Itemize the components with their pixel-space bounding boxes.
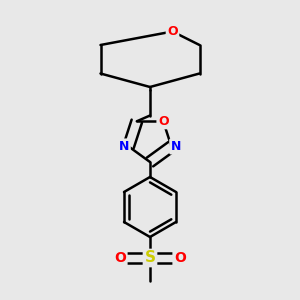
Text: S: S <box>145 250 155 266</box>
Text: N: N <box>119 140 129 153</box>
Text: N: N <box>171 140 181 153</box>
Text: O: O <box>174 251 186 265</box>
Text: O: O <box>167 25 178 38</box>
Text: O: O <box>158 115 169 128</box>
Text: O: O <box>114 251 126 265</box>
